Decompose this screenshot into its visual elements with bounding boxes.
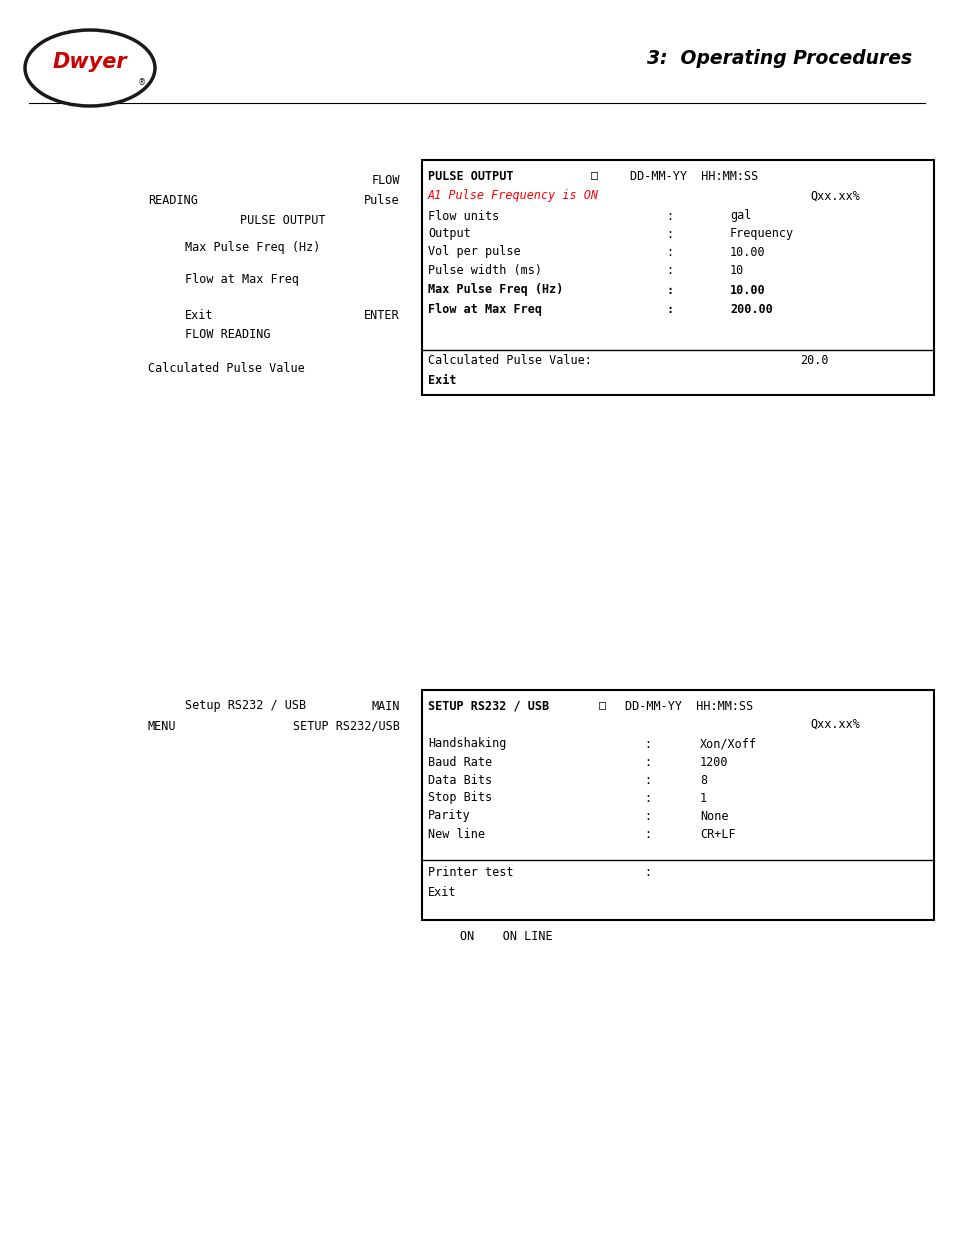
Text: :: : xyxy=(644,756,651,768)
Text: Pulse width (ms): Pulse width (ms) xyxy=(428,263,541,277)
Text: MAIN: MAIN xyxy=(371,699,399,713)
Text: Output: Output xyxy=(428,227,470,241)
Text: Exit: Exit xyxy=(428,373,456,387)
Text: Stop Bits: Stop Bits xyxy=(428,792,492,804)
Text: Flow at Max Freq: Flow at Max Freq xyxy=(428,304,541,316)
Text: PULSE OUTPUT: PULSE OUTPUT xyxy=(240,214,325,226)
Text: Handshaking: Handshaking xyxy=(428,737,506,751)
Text: Exit: Exit xyxy=(428,885,456,899)
Text: ON    ON LINE: ON ON LINE xyxy=(459,930,552,942)
Text: Baud Rate: Baud Rate xyxy=(428,756,492,768)
Text: :: : xyxy=(644,737,651,751)
Text: 3:  Operating Procedures: 3: Operating Procedures xyxy=(647,48,912,68)
Text: Qxx.xx%: Qxx.xx% xyxy=(809,718,859,730)
Text: :: : xyxy=(644,809,651,823)
Text: DD-MM-YY  HH:MM:SS: DD-MM-YY HH:MM:SS xyxy=(624,699,753,713)
Text: Setup RS232 / USB: Setup RS232 / USB xyxy=(185,699,306,713)
Text: DD-MM-YY  HH:MM:SS: DD-MM-YY HH:MM:SS xyxy=(629,169,758,183)
Ellipse shape xyxy=(25,30,154,106)
Text: :: : xyxy=(666,263,673,277)
Text: gal: gal xyxy=(729,210,751,222)
Text: :: : xyxy=(644,773,651,787)
Text: Parity: Parity xyxy=(428,809,470,823)
Text: Pulse: Pulse xyxy=(364,194,399,206)
Text: Exit: Exit xyxy=(185,309,213,321)
Text: None: None xyxy=(700,809,728,823)
Text: SETUP RS232/USB: SETUP RS232/USB xyxy=(293,720,399,732)
Text: MENU: MENU xyxy=(148,720,176,732)
Text: 10.00: 10.00 xyxy=(729,284,765,296)
Text: 1200: 1200 xyxy=(700,756,728,768)
Text: Max Pulse Freq (Hz): Max Pulse Freq (Hz) xyxy=(428,284,563,296)
Text: :: : xyxy=(644,827,651,841)
Text: :: : xyxy=(666,210,673,222)
Text: CR+LF: CR+LF xyxy=(700,827,735,841)
Text: 10: 10 xyxy=(729,263,743,277)
Text: □: □ xyxy=(598,699,606,713)
Text: Printer test: Printer test xyxy=(428,866,513,878)
Text: 200.00: 200.00 xyxy=(729,304,772,316)
Text: Qxx.xx%: Qxx.xx% xyxy=(809,189,859,203)
Text: FLOW: FLOW xyxy=(371,173,399,186)
Bar xyxy=(421,161,933,395)
Text: 8: 8 xyxy=(700,773,706,787)
Text: 20.0: 20.0 xyxy=(800,353,827,367)
Text: :: : xyxy=(666,304,673,316)
Text: Dwyer: Dwyer xyxy=(52,52,127,72)
Text: Xon/Xoff: Xon/Xoff xyxy=(700,737,757,751)
Text: New line: New line xyxy=(428,827,484,841)
Text: SETUP RS232 / USB: SETUP RS232 / USB xyxy=(428,699,549,713)
Text: Data Bits: Data Bits xyxy=(428,773,492,787)
Text: ENTER: ENTER xyxy=(364,309,399,321)
Text: :: : xyxy=(666,227,673,241)
Text: □: □ xyxy=(591,169,598,183)
Text: Flow units: Flow units xyxy=(428,210,498,222)
Text: PULSE OUTPUT: PULSE OUTPUT xyxy=(428,169,513,183)
Text: :: : xyxy=(666,246,673,258)
Text: Vol per pulse: Vol per pulse xyxy=(428,246,520,258)
Text: FLOW READING: FLOW READING xyxy=(185,329,271,342)
Text: READING: READING xyxy=(148,194,197,206)
Text: Calculated Pulse Value: Calculated Pulse Value xyxy=(148,362,304,374)
Text: Calculated Pulse Value:: Calculated Pulse Value: xyxy=(428,353,591,367)
Bar xyxy=(421,690,933,920)
Text: A1 Pulse Frequency is ON: A1 Pulse Frequency is ON xyxy=(428,189,598,203)
Text: 1: 1 xyxy=(700,792,706,804)
Text: Frequency: Frequency xyxy=(729,227,793,241)
Text: 10.00: 10.00 xyxy=(729,246,765,258)
Text: Flow at Max Freq: Flow at Max Freq xyxy=(185,273,298,287)
Text: :: : xyxy=(666,284,673,296)
Text: :: : xyxy=(644,792,651,804)
Text: Max Pulse Freq (Hz): Max Pulse Freq (Hz) xyxy=(185,242,320,254)
Text: ®: ® xyxy=(138,78,147,88)
Text: :: : xyxy=(644,866,651,878)
